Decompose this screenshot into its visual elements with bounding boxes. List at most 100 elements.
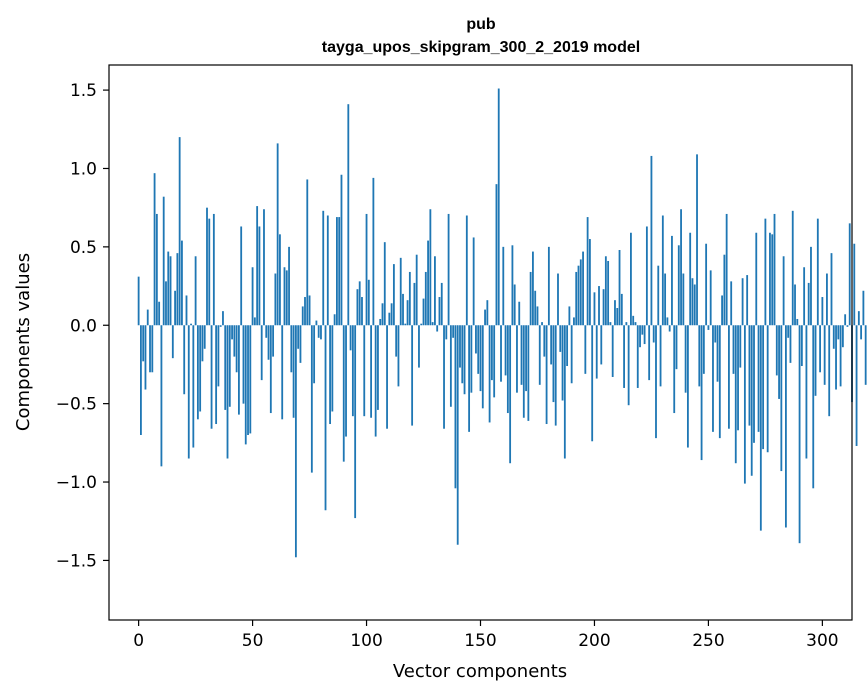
bar bbox=[602, 289, 605, 326]
bar bbox=[149, 325, 151, 373]
bar bbox=[178, 137, 181, 326]
bar bbox=[155, 213, 158, 326]
bar bbox=[313, 325, 316, 384]
bar bbox=[434, 256, 436, 326]
bar bbox=[614, 300, 616, 326]
bar bbox=[691, 278, 694, 326]
bar bbox=[844, 314, 847, 326]
bar bbox=[306, 179, 309, 326]
bar bbox=[388, 312, 391, 326]
bar bbox=[734, 325, 737, 464]
bar bbox=[620, 293, 623, 326]
bar bbox=[351, 325, 354, 417]
bar bbox=[144, 325, 147, 390]
x-tick-label: 100 bbox=[350, 631, 382, 651]
bar bbox=[607, 260, 610, 326]
bar bbox=[146, 309, 149, 326]
bar bbox=[604, 256, 607, 326]
bar bbox=[418, 325, 420, 368]
bar bbox=[630, 232, 632, 326]
bar bbox=[404, 323, 407, 326]
bar bbox=[835, 325, 837, 390]
bar bbox=[828, 325, 831, 417]
bar bbox=[222, 311, 224, 326]
bar bbox=[349, 325, 352, 351]
bar bbox=[671, 235, 673, 326]
bar bbox=[545, 325, 548, 425]
bar bbox=[142, 325, 145, 362]
bar bbox=[506, 325, 509, 414]
bar bbox=[810, 246, 812, 326]
bar bbox=[399, 257, 402, 326]
bar bbox=[304, 297, 306, 326]
bar bbox=[693, 284, 696, 326]
bar bbox=[219, 325, 222, 327]
bar bbox=[563, 325, 566, 459]
bar bbox=[784, 325, 787, 528]
bar bbox=[543, 325, 546, 357]
bar bbox=[212, 213, 215, 326]
bar bbox=[174, 290, 176, 326]
y-axis: −1.5 −1.0 −0.5 0.0 0.5 1.0 1.5 bbox=[56, 81, 109, 571]
bar bbox=[279, 234, 281, 326]
bar bbox=[233, 325, 236, 357]
bar bbox=[217, 325, 220, 387]
bar bbox=[427, 240, 429, 326]
bar bbox=[698, 325, 701, 387]
bar bbox=[794, 284, 796, 326]
bar bbox=[664, 273, 667, 326]
bar bbox=[611, 325, 614, 377]
bar bbox=[240, 226, 243, 326]
bar bbox=[500, 325, 502, 382]
bar bbox=[725, 213, 728, 326]
bar bbox=[461, 325, 464, 384]
bar bbox=[577, 265, 580, 326]
bar bbox=[559, 325, 562, 352]
bar bbox=[579, 259, 582, 326]
bar bbox=[431, 322, 434, 326]
bar bbox=[340, 174, 343, 326]
bar bbox=[169, 256, 172, 326]
bar bbox=[595, 325, 598, 379]
bar bbox=[310, 325, 313, 473]
bar bbox=[386, 325, 388, 429]
bar bbox=[422, 298, 425, 326]
bar bbox=[504, 325, 507, 376]
bar bbox=[443, 325, 445, 429]
bar bbox=[238, 325, 240, 415]
bar bbox=[187, 325, 190, 459]
bar bbox=[415, 254, 418, 326]
chart-subtitle: tayga_upos_skipgram_300_2_2019 model bbox=[322, 39, 640, 56]
bar bbox=[447, 213, 450, 326]
bar bbox=[251, 267, 254, 326]
bar bbox=[522, 325, 525, 418]
bar bbox=[805, 325, 808, 459]
bar bbox=[718, 325, 721, 439]
bar bbox=[787, 325, 790, 338]
bar bbox=[194, 256, 197, 326]
bar bbox=[598, 286, 600, 326]
bar bbox=[591, 325, 594, 442]
bar bbox=[367, 279, 370, 326]
bar bbox=[821, 297, 824, 326]
bar bbox=[778, 325, 780, 399]
bar bbox=[470, 325, 473, 393]
bar bbox=[743, 325, 746, 484]
bar bbox=[224, 325, 227, 410]
bar bbox=[705, 243, 708, 326]
bar bbox=[408, 271, 411, 326]
bar bbox=[860, 325, 863, 340]
y-tick-label: −1.5 bbox=[56, 551, 97, 571]
bar bbox=[383, 242, 386, 326]
bar bbox=[730, 281, 733, 326]
bar bbox=[525, 325, 527, 392]
bar bbox=[791, 210, 794, 326]
bar bbox=[436, 325, 439, 332]
bar bbox=[800, 325, 803, 367]
bar bbox=[561, 325, 564, 401]
bar bbox=[566, 325, 569, 367]
bar bbox=[816, 218, 819, 326]
bar bbox=[192, 325, 195, 448]
y-tick-label: 1.5 bbox=[70, 81, 97, 101]
bar bbox=[739, 325, 742, 368]
